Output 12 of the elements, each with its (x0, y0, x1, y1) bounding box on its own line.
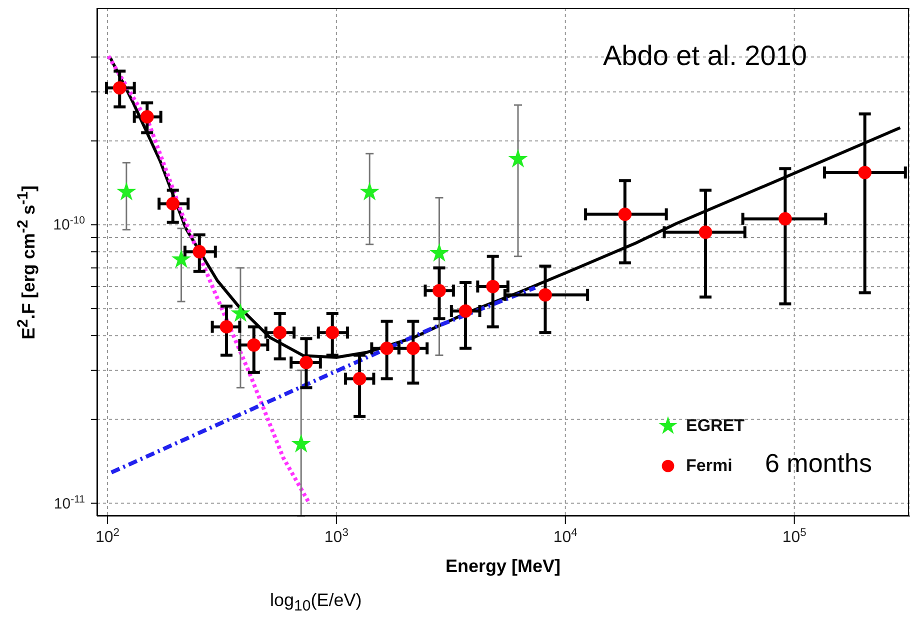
y-tick-label: 10$^{-11}$ (54, 493, 86, 512)
annotation: 6 months (765, 448, 872, 479)
x-tick-label: 10$^{2}$ (95, 527, 120, 546)
x-tick-label: 10$^{3}$ (324, 527, 348, 546)
legend-label: Fermi (686, 456, 732, 476)
legend-label: EGRET (686, 416, 745, 436)
x-tick-label: 10$^{4}$ (553, 527, 578, 546)
y-tick-label: 10$^{-10}$ (53, 214, 86, 234)
x-tick-label: 10$^{5}$ (782, 527, 806, 546)
text: log$_{10}$(E/eV) (270, 590, 362, 615)
x-axis-title: Energy [MeV] (444, 556, 562, 577)
annotation: Abdo et al. 2010 (603, 40, 807, 72)
